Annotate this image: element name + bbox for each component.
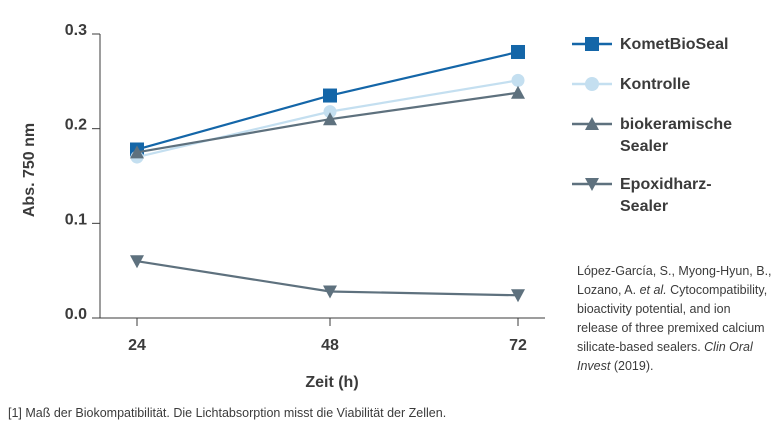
legend-item-biokeramische-sealer: biokeramische Sealer xyxy=(570,106,770,162)
legend-item-kontrolle: Kontrolle xyxy=(570,66,770,102)
y-tick-label: 0.3 xyxy=(65,22,87,39)
data-point-kometbioseal xyxy=(323,88,337,103)
chart-series xyxy=(130,44,525,303)
legend-item-epoxidharz-sealer: Epoxidharz- Sealer xyxy=(570,166,770,222)
data-point-epoxidharz-sealer xyxy=(511,289,525,303)
data-point-epoxidharz-sealer xyxy=(323,285,337,299)
y-tick-label: 0.2 xyxy=(65,117,87,134)
y-tick-label: 0.0 xyxy=(65,306,87,323)
legend-item-kometbioseal: KometBioSeal xyxy=(570,26,770,62)
legend-label: Kontrolle xyxy=(620,76,691,93)
x-tick-label: 24 xyxy=(128,337,146,354)
data-point-kometbioseal xyxy=(511,44,525,59)
y-axis-ticks: 0.0 0.1 0.2 0.3 xyxy=(65,22,100,323)
circle-marker-icon xyxy=(572,77,612,91)
chart-axes xyxy=(92,34,545,319)
triangle-down-marker-icon xyxy=(572,178,612,191)
legend-label: KometBioSeal xyxy=(620,36,729,53)
literature-reference: López-García, S., Myong-Hyun, B., Lozano… xyxy=(577,264,772,373)
square-marker-icon xyxy=(572,37,612,51)
legend-label: Epoxidharz- Sealer xyxy=(620,176,712,215)
data-point-biokeramische-sealer xyxy=(323,112,337,126)
x-tick-label: 72 xyxy=(509,337,527,354)
data-point-biokeramische-sealer xyxy=(130,145,144,159)
y-tick-label: 0.1 xyxy=(65,211,87,228)
chart-legend: KometBioSeal Kontrolle biokeramische Seal… xyxy=(570,26,770,226)
triangle-up-marker-icon xyxy=(572,117,612,130)
x-tick-label: 48 xyxy=(321,337,339,354)
data-point-epoxidharz-sealer xyxy=(130,255,144,269)
y-axis-title: Abs. 750 nm xyxy=(21,123,38,217)
data-point-kontrolle xyxy=(511,73,525,87)
data-point-biokeramische-sealer xyxy=(511,85,525,99)
data-point-kontrolle xyxy=(323,105,337,119)
legend-label: biokeramische Sealer xyxy=(620,116,733,155)
x-axis-title: Zeit (h) xyxy=(305,374,358,391)
footnote: [1] Maß der Biokompatibilität. Die Licht… xyxy=(8,406,447,420)
x-axis-ticks: 24 48 72 xyxy=(128,318,527,354)
